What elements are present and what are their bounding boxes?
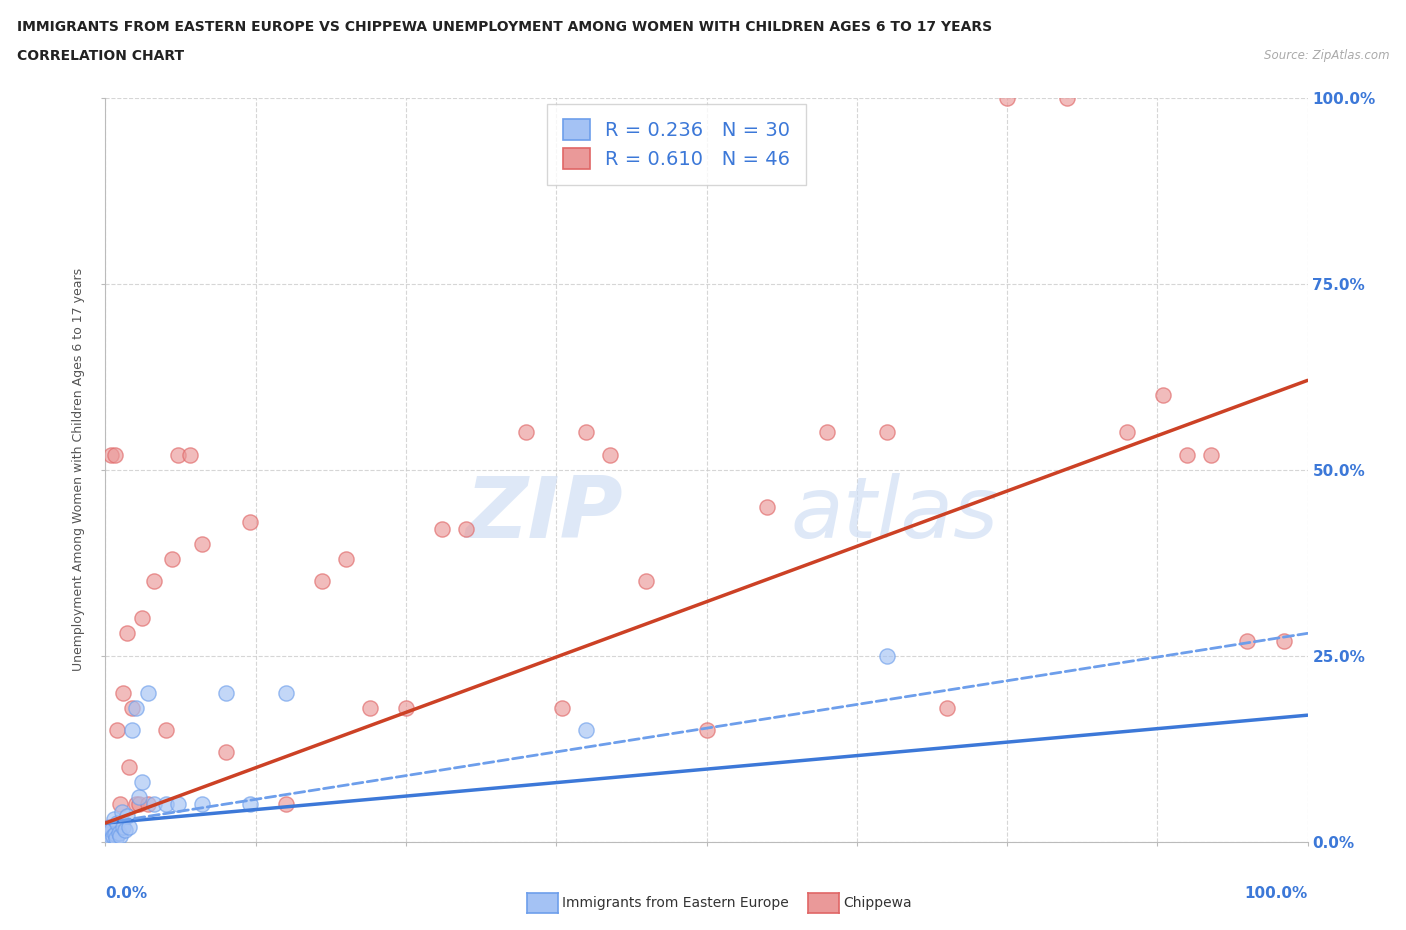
Point <box>274 797 297 812</box>
Point <box>115 626 138 641</box>
Point <box>128 797 150 812</box>
Point <box>131 611 153 626</box>
Point <box>155 797 177 812</box>
Point <box>105 830 128 845</box>
Text: 100.0%: 100.0% <box>1244 886 1308 901</box>
Point <box>335 551 357 566</box>
Point <box>696 723 718 737</box>
Point <box>239 797 262 812</box>
Point <box>118 819 141 834</box>
Point <box>1116 425 1139 440</box>
Point <box>104 827 127 842</box>
Text: atlas: atlas <box>790 472 998 556</box>
Point <box>111 804 134 819</box>
Legend: R = 0.236   N = 30, R = 0.610   N = 46: R = 0.236 N = 30, R = 0.610 N = 46 <box>547 103 806 185</box>
Point <box>755 499 778 514</box>
Point <box>107 825 129 840</box>
Point <box>239 514 262 529</box>
Point <box>995 90 1018 105</box>
Text: Source: ZipAtlas.com: Source: ZipAtlas.com <box>1264 49 1389 62</box>
Point <box>515 425 537 440</box>
Point <box>876 648 898 663</box>
Point <box>214 685 236 700</box>
Point <box>114 823 136 838</box>
Point <box>1152 388 1174 403</box>
Point <box>108 797 131 812</box>
Point <box>142 574 165 589</box>
Point <box>98 819 121 834</box>
Point <box>131 775 153 790</box>
Point <box>166 447 188 462</box>
Point <box>107 723 129 737</box>
Point <box>274 685 297 700</box>
Point <box>121 700 143 715</box>
Text: Immigrants from Eastern Europe: Immigrants from Eastern Europe <box>562 896 789 910</box>
Text: IMMIGRANTS FROM EASTERN EUROPE VS CHIPPEWA UNEMPLOYMENT AMONG WOMEN WITH CHILDRE: IMMIGRANTS FROM EASTERN EUROPE VS CHIPPE… <box>17 20 993 34</box>
Point <box>97 827 120 842</box>
Text: CORRELATION CHART: CORRELATION CHART <box>17 49 184 63</box>
Point <box>166 797 188 812</box>
Point <box>107 816 129 830</box>
Point <box>155 723 177 737</box>
Point <box>311 574 333 589</box>
Point <box>575 723 598 737</box>
Point <box>121 723 143 737</box>
Point <box>1236 633 1258 648</box>
Point <box>636 574 658 589</box>
Point <box>115 808 138 823</box>
Point <box>101 829 124 844</box>
Point <box>100 447 122 462</box>
Point <box>876 425 898 440</box>
Point <box>936 700 959 715</box>
Point <box>118 760 141 775</box>
Text: 0.0%: 0.0% <box>105 886 148 901</box>
Point <box>599 447 621 462</box>
Point <box>98 819 121 834</box>
Y-axis label: Unemployment Among Women with Children Ages 6 to 17 years: Unemployment Among Women with Children A… <box>72 268 86 671</box>
Point <box>124 700 146 715</box>
Point <box>395 700 418 715</box>
Point <box>190 797 212 812</box>
Point <box>112 819 135 834</box>
Point <box>359 700 381 715</box>
Point <box>1272 633 1295 648</box>
Point <box>112 685 135 700</box>
Point <box>160 551 183 566</box>
Point <box>430 522 453 537</box>
Text: Chippewa: Chippewa <box>844 896 912 910</box>
Point <box>108 829 131 844</box>
Point <box>136 797 159 812</box>
Point <box>575 425 598 440</box>
Point <box>1056 90 1078 105</box>
Point <box>142 797 165 812</box>
Point <box>179 447 201 462</box>
Point <box>124 797 146 812</box>
Point <box>214 745 236 760</box>
Text: ZIP: ZIP <box>465 472 623 556</box>
Point <box>103 812 125 827</box>
Point <box>551 700 574 715</box>
Point <box>98 830 121 845</box>
Point <box>128 790 150 804</box>
Point <box>1201 447 1223 462</box>
Point <box>815 425 838 440</box>
Point <box>190 537 212 551</box>
Point <box>104 447 127 462</box>
Point <box>136 685 159 700</box>
Point <box>1175 447 1198 462</box>
Point <box>454 522 477 537</box>
Point <box>100 823 122 838</box>
